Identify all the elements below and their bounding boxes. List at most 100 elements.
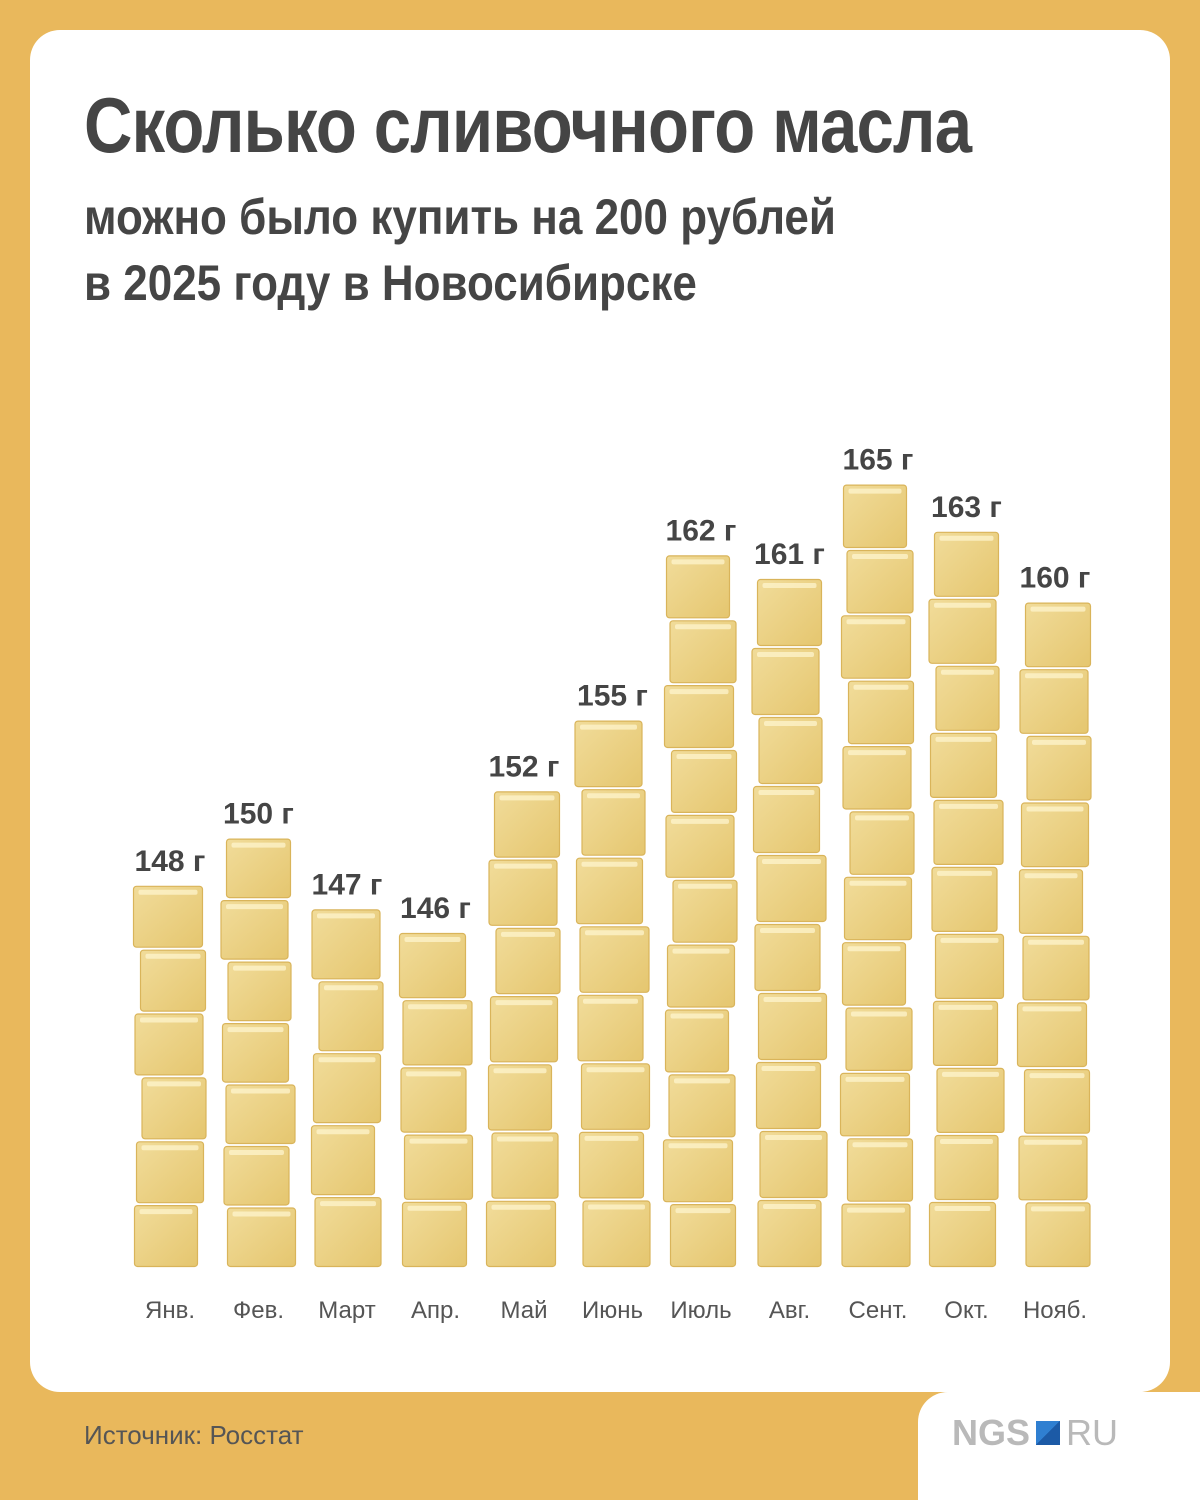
butter-cube-highlight [408,1004,467,1010]
butter-cube [225,838,292,899]
butter-cube-highlight [676,754,732,759]
butter-cube-highlight [848,750,906,756]
ngs-logo[interactable]: NGS RU [952,1410,1118,1456]
value-label: 165 г [843,444,914,477]
butter-cube-highlight [1024,1139,1082,1145]
bar-0 [132,885,207,1268]
butter-cube [403,1134,474,1200]
butter-cube [310,1125,376,1196]
category-label: Окт. [944,1297,988,1324]
butter-cube [223,1145,290,1206]
butter-cube [134,1013,204,1076]
butter-cube [132,885,204,948]
butter-cube [759,1130,828,1199]
butter-cube [582,1200,651,1268]
butter-cube [933,799,1004,866]
butter-cube-highlight [404,937,461,942]
butter-cube [312,1053,382,1124]
butter-cube-highlight [937,870,992,876]
butter-cube [754,923,821,992]
butter-cube-highlight [495,1000,553,1006]
butter-cube-highlight [1025,673,1083,679]
butter-cube [318,981,384,1052]
butter-cube [669,1203,737,1268]
butter-cube-highlight [669,689,729,695]
butter-cube-highlight [847,946,901,952]
butter-cube-highlight [848,488,902,494]
value-label: 163 г [931,491,1002,524]
butter-cube-highlight [764,721,817,726]
butter-cube [1026,735,1092,801]
butter-cube-highlight [501,931,555,937]
bar-7 [751,578,828,1268]
butter-cube [666,944,736,1008]
butter-cube-highlight [1031,1206,1085,1212]
butter-cube-highlight [1032,739,1086,745]
butter-cube-highlight [493,1068,547,1074]
butter-cube-highlight [232,1211,291,1217]
butter-cube-highlight [678,883,732,889]
butter-cube-highlight [852,554,908,559]
butter-cube [225,1084,296,1145]
butter-cube [842,745,912,810]
category-label: Июль [670,1297,731,1324]
butter-cube-highlight [407,1205,462,1211]
butter-cube [846,1138,914,1202]
bar-5 [574,720,651,1268]
butter-cube [758,716,823,785]
butter-cube-highlight [499,795,555,801]
bar-6 [662,555,738,1268]
bar-4 [485,791,561,1268]
butter-cube-highlight [584,1135,639,1141]
butter-cube [843,876,913,941]
butter-cube [400,1067,467,1133]
butter-cube [402,1000,473,1066]
butter-cube [487,1064,553,1131]
logo-square-icon [1036,1421,1061,1445]
butter-bar-chart: 148 г Янв. 150 г Фев. 147 г Март 146 г Апр. 152 … [132,444,1092,1324]
butter-cube [398,932,467,999]
butter-cube [1024,602,1092,668]
butter-cube-highlight [1022,1006,1082,1012]
butter-cube-highlight [849,880,907,886]
butter-cube-highlight [855,815,909,821]
butter-cube-highlight [231,1088,290,1094]
value-label: 155 г [577,680,648,713]
butter-cube [488,859,558,926]
butter-cube-highlight [672,948,730,954]
butter-cube-highlight [758,790,815,795]
butter-cube [1025,1202,1091,1268]
butter-cube-highlight [671,818,729,824]
butter-cube [580,1063,651,1130]
butter-cube [756,578,823,647]
butter-cube [842,484,908,549]
butter-cube [846,549,914,614]
logo-text-ngs: NGS [952,1412,1031,1453]
butter-cube-highlight [765,1135,822,1140]
butter-cube [1022,935,1090,1001]
butter-cube [845,1007,913,1072]
butter-cube [1018,869,1084,934]
butter-cube-highlight [233,965,286,971]
butter-cube-highlight [668,1143,728,1149]
butter-cube-highlight [318,1057,376,1063]
butter-cube-highlight [845,1076,905,1082]
butter-cube [1020,802,1090,868]
butter-cube-highlight [853,684,909,690]
butter-cube-highlight [1026,806,1084,812]
butter-cube-highlight [491,1204,551,1210]
bar-3 [398,932,474,1268]
butter-cube-highlight [846,619,906,625]
category-label: Авг. [769,1297,810,1324]
butter-cube-highlight [851,1011,907,1017]
butter-cube-highlight [581,861,638,867]
butter-cube-highlight [324,985,378,991]
butter-cube [493,791,561,858]
butter-cube-highlight [588,1204,645,1210]
butter-cube [139,949,207,1012]
butter-cube [141,1077,207,1140]
butter-cube-highlight [939,803,998,809]
source-note: Источник: Росстат [84,1420,304,1450]
butter-cube [1018,1135,1088,1201]
category-label: Нояб. [1023,1297,1087,1324]
